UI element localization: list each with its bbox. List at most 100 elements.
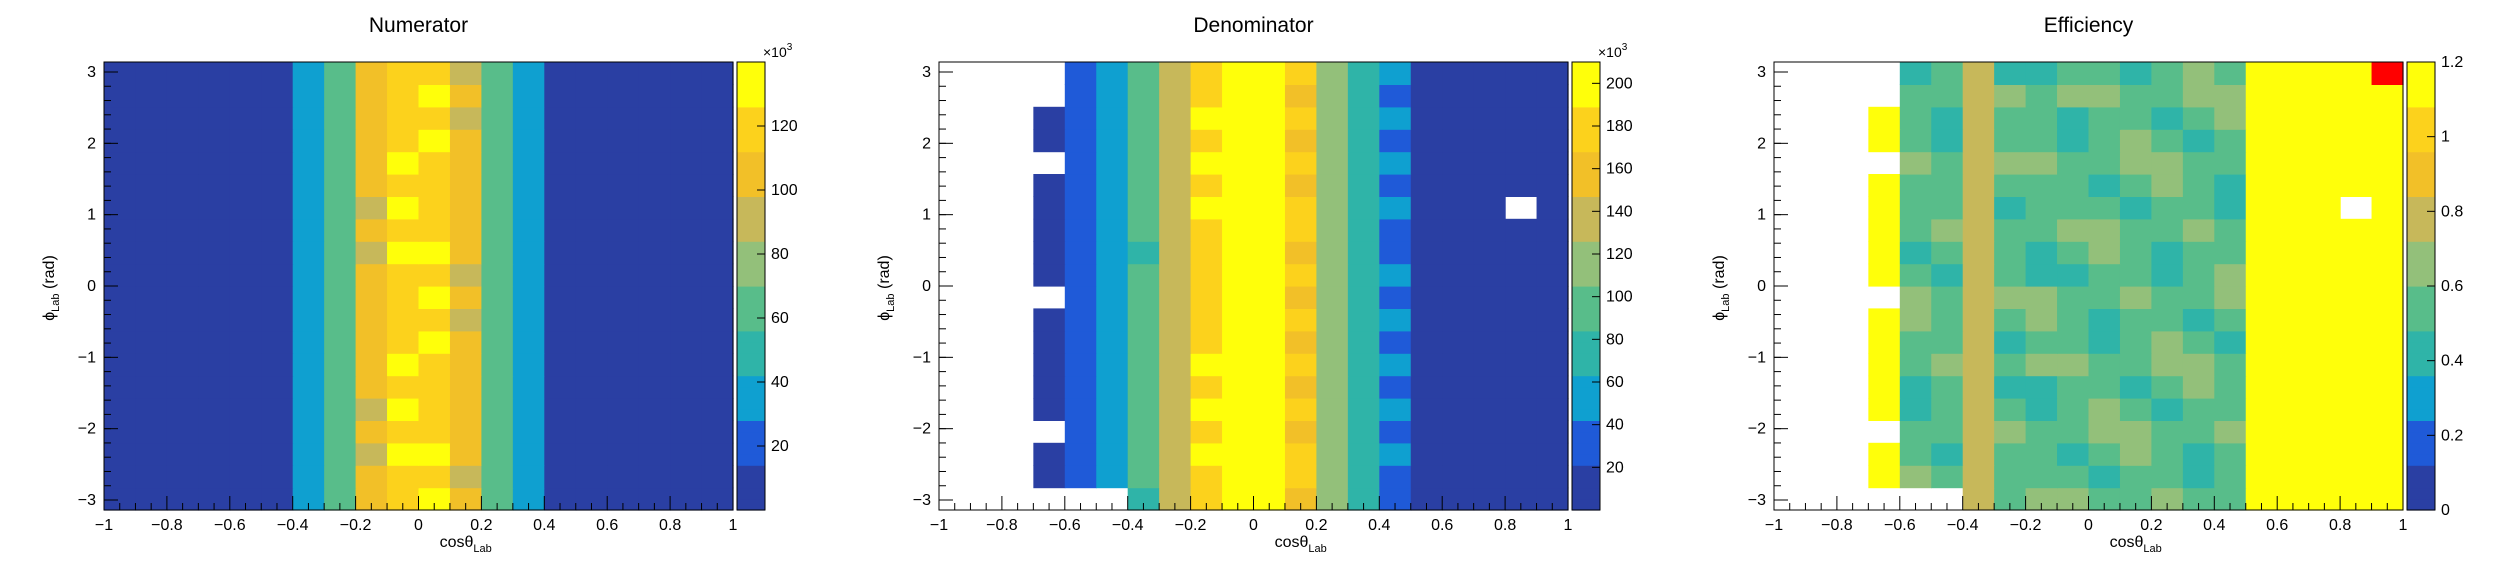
heatmap-cell [387,218,420,242]
heatmap-cell [355,353,388,377]
heatmap-cell [1347,353,1380,377]
heatmap-cell [1473,487,1506,511]
heatmap-cell [292,62,325,85]
heatmap-cell [638,420,671,444]
heatmap-cell [638,353,671,377]
heatmap-cell [2371,174,2404,197]
heatmap-cell [544,241,577,265]
heatmap-cell [1316,263,1349,287]
chart-title: Efficiency [2044,14,2134,37]
heatmap-cell [1994,62,2027,85]
heatmap-cell [135,218,168,242]
heatmap-cell [387,62,420,85]
heatmap-cell [2340,106,2373,130]
heatmap-cell [638,84,671,108]
heatmap-cell [2182,465,2215,489]
heatmap-cell [1127,84,1160,108]
heatmap-cell [1284,218,1317,242]
x-tick-label: 0.4 [533,517,555,534]
heatmap-cell [1159,106,1192,130]
heatmap-cell [2371,420,2404,444]
heatmap-cell [1410,353,1443,377]
heatmap-cell [481,487,514,511]
heatmap-cell [1253,398,1286,421]
heatmap-cell [512,174,545,197]
heatmap-cell [481,129,514,153]
heatmap-cell [2151,465,2184,489]
y-tick-label: 2 [922,135,931,152]
heatmap-cell [1159,151,1192,175]
heatmap-cell [2088,375,2121,399]
heatmap-cell [449,375,482,399]
heatmap-cell [2182,308,2215,332]
heatmap-cell [1096,263,1129,287]
heatmap-cell [2245,465,2278,489]
heatmap-cell [1868,308,1901,332]
heatmap-cell [1222,196,1255,220]
heatmap-cell [2119,420,2152,444]
heatmap-cell [1410,174,1443,197]
heatmap-cell [1868,398,1901,421]
heatmap-cell [2308,174,2341,197]
heatmap-cell [481,151,514,175]
heatmap-cell [481,420,514,444]
heatmap-cell [1536,330,1569,354]
heatmap-cell [1127,151,1160,175]
heatmap-cell [1316,330,1349,354]
heatmap-cell [1931,218,1964,242]
color-scale-swatch [1572,174,1600,186]
heatmap-cell [1899,398,1932,421]
heatmap-cell [1868,218,1901,242]
heatmap-cell [1190,106,1223,130]
heatmap-cell [1931,330,1964,354]
heatmap-cell [2340,263,2373,287]
z-tick-label: 60 [1606,374,1624,391]
heatmap-cell [1253,62,1286,85]
heatmap-cell [229,62,262,85]
heatmap-cell [2088,330,2121,354]
heatmap-cell [1505,263,1538,287]
heatmap-cell [292,151,325,175]
heatmap-cell [1316,241,1349,265]
heatmap-cell [701,442,734,466]
heatmap-cell [387,241,420,265]
heatmap-cell [1190,353,1223,377]
heatmap-cell [135,151,168,175]
color-scale: 20 40 60 80 100 120 140 160 180 200 ×103 [1571,42,1633,511]
color-scale-swatch [737,241,765,253]
heatmap-cell [135,84,168,108]
heatmap-cell [544,465,577,489]
color-scale-swatch [2407,151,2435,164]
color-scale-swatch [737,319,765,332]
z-tick-label: 80 [1606,331,1624,348]
heatmap-cell [670,442,703,466]
heatmap-cell [104,151,137,175]
heatmap-cell [2308,129,2341,153]
heatmap-cell [1127,465,1160,489]
heatmap-cell [1284,129,1317,153]
heatmap-cell [2214,263,2247,287]
color-scale-swatch [2407,342,2435,354]
heatmap-cell [135,106,168,130]
heatmap-cell [1931,263,1964,287]
heatmap-cell [1347,218,1380,242]
z-multiplier: ×103 [763,42,793,60]
heatmap-cell [1379,375,1412,399]
color-scale-swatch [2407,431,2435,444]
heatmap-cell [324,398,357,421]
color-scale-swatch [737,487,765,500]
color-scale-swatch [737,196,765,209]
heatmap-cell [2277,174,2310,197]
heatmap-cell [2025,330,2058,354]
heatmap-cell [1127,263,1160,287]
heatmap-cell [135,465,168,489]
heatmap-cell [1033,465,1066,489]
x-tick-label: 0.2 [2140,517,2162,534]
y-tick-label: 3 [87,64,96,81]
heatmap-cell [2025,196,2058,220]
heatmap-cell [544,106,577,130]
heatmap-cell [449,129,482,153]
color-scale-swatch [2407,62,2435,74]
heatmap-cell [1284,62,1317,85]
heatmap-cell [575,487,608,511]
